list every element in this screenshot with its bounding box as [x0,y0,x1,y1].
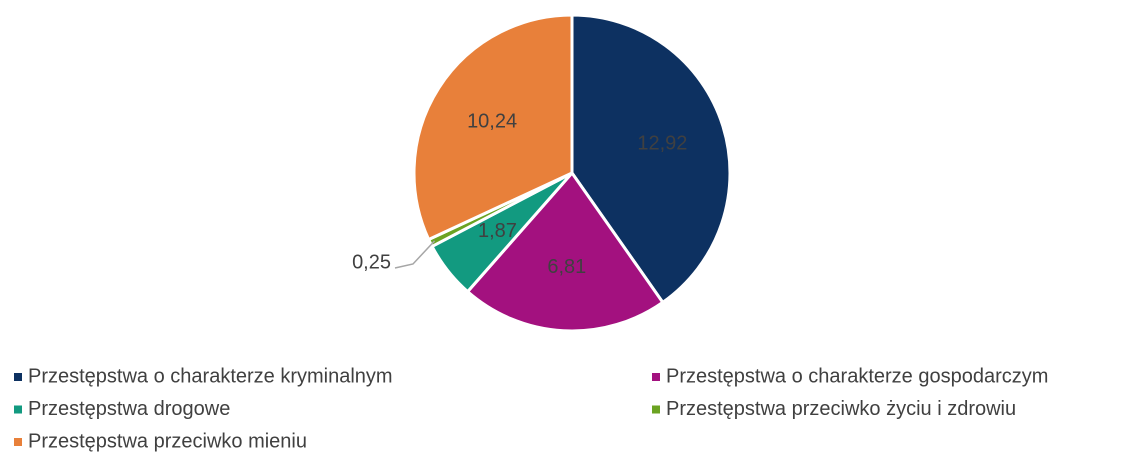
data-label: 12,92 [637,133,687,155]
legend-marker [14,438,22,446]
legend-label: Przestępstwa przeciwko mieniu [28,430,307,452]
pie-slice [465,170,665,333]
legend-label: Przestępstwa przeciwko życiu i zdrowiu [666,398,1016,420]
legend-marker [14,405,22,414]
legend-marker [652,373,660,381]
legend-label: Przestępstwa drogowe [28,398,230,420]
legend-marker [652,405,660,414]
pie-slice [412,13,574,242]
data-label: 10,24 [467,110,517,132]
legend-marker [14,373,22,381]
legend-label: Przestępstwa o charakterze gospodarczym [666,365,1048,387]
data-label: 1,87 [478,220,517,242]
pie-slice [570,13,732,305]
leader-line [394,240,436,269]
data-label: 6,81 [547,256,586,278]
legend-label: Przestępstwa o charakterze kryminalnym [28,365,393,387]
data-label: 0,25 [352,251,391,273]
